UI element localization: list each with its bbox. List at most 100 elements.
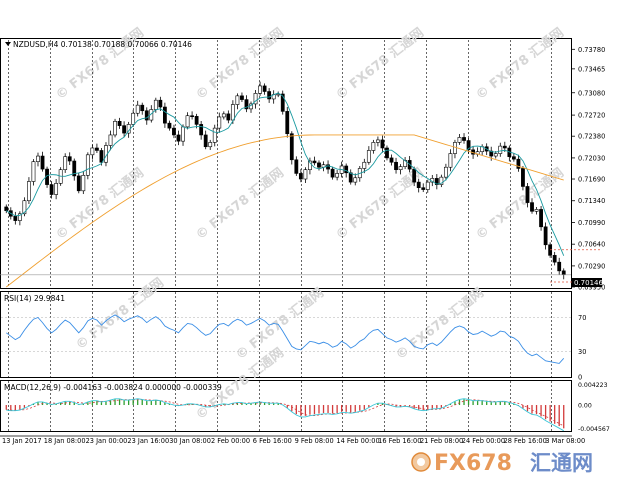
y-tick-label: 0.72380	[578, 133, 605, 141]
y-tick-label: 0.70640	[578, 241, 605, 249]
candle-body	[194, 116, 199, 125]
y-tick-label: 0.70290	[578, 262, 605, 270]
candle-body	[4, 206, 9, 211]
candle-body	[262, 85, 267, 92]
candle-body	[267, 91, 272, 100]
x-tick-label: 24 Feb 00:00	[462, 437, 505, 445]
candle-body	[190, 115, 194, 118]
candle-body	[502, 145, 507, 149]
x-tick-label: 14 Feb 00:00	[336, 437, 379, 445]
x-tick-label: 28 Feb 16:00	[504, 437, 547, 445]
candle-body	[416, 181, 421, 189]
candle-body	[208, 142, 213, 148]
price-panel-frame	[0, 38, 572, 289]
brand-logo: FX678 汇通网	[411, 451, 593, 476]
candle-body	[90, 147, 95, 156]
candle-body	[289, 133, 294, 161]
candle-body	[398, 166, 403, 171]
macd-main-line	[6, 398, 564, 432]
rsi-line	[5, 314, 565, 364]
candle-body	[199, 124, 204, 136]
rsi-tick-label: 30	[578, 348, 586, 356]
x-tick-label: 16 Feb 16:00	[378, 437, 421, 445]
candle-body	[466, 140, 471, 151]
x-tick-label: 2 Feb 00:00	[211, 437, 250, 445]
symbol-header-text: NZDUSD,H4 0.70138 0.70188 0.70066 0.7014…	[13, 40, 192, 49]
x-tick-label: 21 Feb 08:00	[420, 437, 463, 445]
y-tick-label: 0.71690	[578, 176, 605, 184]
candle-body	[117, 120, 122, 126]
candle-body	[31, 161, 36, 182]
candle-body	[308, 160, 312, 171]
candle-body	[421, 187, 426, 190]
candle-body	[63, 156, 68, 171]
candle-body	[226, 113, 231, 121]
candle-body	[76, 175, 81, 192]
rsi-layer: 70 30 0	[1, 314, 586, 382]
y-tick-label: 0.72720	[578, 112, 605, 120]
candle-body	[13, 215, 18, 221]
x-tick-label: 18 Jan 08:00	[44, 437, 86, 445]
candle-body	[312, 160, 317, 164]
candle-body	[221, 113, 226, 118]
candle-body	[493, 153, 498, 157]
symbol-header: NZDUSD,H4 0.70138 0.70188 0.70066 0.7014…	[5, 40, 192, 49]
candle-body	[244, 99, 249, 110]
candle-body	[525, 186, 530, 203]
candle-body	[516, 158, 521, 169]
candle-body	[462, 137, 466, 141]
macd-panel-frame	[0, 380, 572, 432]
y-tick-label: 0.69950	[578, 284, 605, 292]
candle-body	[72, 160, 77, 177]
candle-body	[258, 85, 262, 94]
y-tick-label: 0.70990	[578, 219, 605, 227]
dropdown-triangle-icon[interactable]	[5, 42, 11, 46]
candle-body	[394, 161, 398, 171]
candle-body	[371, 142, 376, 151]
candle-body	[122, 125, 127, 134]
rsi-tick-label: 70	[578, 314, 586, 322]
candle-body	[552, 255, 557, 263]
candle-body	[113, 120, 117, 136]
candle-body	[425, 181, 430, 190]
candle-body	[326, 164, 330, 170]
brand-logo-text: FX678	[434, 451, 512, 476]
candle-body	[181, 126, 185, 142]
candle-body	[95, 147, 99, 151]
x-tick-label: 3 Mar 08:00	[545, 437, 585, 445]
candle-body	[376, 139, 380, 143]
x-tick-label: 6 Feb 16:00	[253, 437, 292, 445]
candle-body	[162, 106, 167, 124]
candle-body	[36, 155, 40, 162]
candle-body	[235, 95, 240, 105]
candle-body	[294, 159, 299, 174]
candle-body	[511, 156, 516, 160]
candle-body	[298, 173, 303, 180]
rsi-tick-label: 0	[578, 374, 582, 382]
candle-body	[530, 202, 534, 212]
candle-body	[457, 137, 462, 143]
candle-body	[534, 209, 539, 212]
x-tick-label: 30 Jan 08:00	[169, 437, 211, 445]
candle-body	[99, 150, 104, 163]
y-tick-label: 0.73465	[578, 65, 605, 73]
candle-body	[498, 145, 503, 154]
candle-body	[172, 127, 176, 136]
candle-body	[108, 134, 113, 146]
candle-body	[27, 181, 31, 202]
candle-body	[144, 110, 149, 121]
candle-body	[385, 147, 389, 159]
macd-tick-label: 0.00	[578, 403, 592, 410]
candle-body	[280, 93, 285, 112]
candle-body	[22, 200, 27, 215]
candle-body	[212, 127, 217, 143]
candle-body	[230, 104, 235, 121]
candle-body	[366, 150, 371, 163]
candle-body	[561, 270, 566, 275]
candle-body	[448, 153, 453, 168]
macd-tick-label: 0.004223	[578, 382, 608, 389]
ma-slow-line	[5, 134, 564, 288]
brand-logo-sub: 汇通网	[530, 451, 593, 475]
y-tick-label: 0.72030	[578, 154, 605, 162]
